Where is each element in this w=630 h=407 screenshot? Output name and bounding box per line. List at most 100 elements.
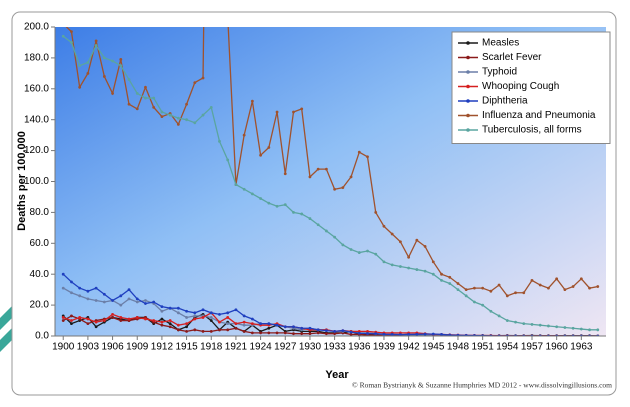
point xyxy=(144,317,147,321)
point xyxy=(119,294,123,298)
credit: © Roman Bystrianyk & Suzanne Humphries M… xyxy=(352,381,612,390)
point xyxy=(390,263,394,267)
point xyxy=(127,297,131,301)
point xyxy=(456,333,460,336)
point xyxy=(119,319,123,322)
point xyxy=(324,332,328,336)
point xyxy=(423,269,427,273)
y-axis-title: Deaths per 100,000 xyxy=(16,131,28,231)
y-tick-label: 20.0 xyxy=(30,300,50,311)
point xyxy=(226,328,230,332)
point xyxy=(160,309,164,313)
point xyxy=(588,328,591,332)
x-tick-label: 1954 xyxy=(496,342,519,353)
x-tick-label: 1924 xyxy=(249,342,272,353)
point xyxy=(209,316,213,319)
point xyxy=(226,316,230,319)
point xyxy=(193,311,197,315)
point xyxy=(349,175,353,179)
point xyxy=(111,312,114,316)
point xyxy=(259,153,262,157)
point xyxy=(366,332,369,335)
point xyxy=(489,309,493,313)
point xyxy=(102,75,106,78)
legend-marker xyxy=(466,99,470,103)
point xyxy=(209,329,213,333)
point xyxy=(349,330,353,334)
point xyxy=(538,283,542,287)
point xyxy=(234,308,238,312)
y-tick-label: 160.0 xyxy=(24,83,49,94)
point xyxy=(349,333,353,336)
point xyxy=(70,322,73,326)
point xyxy=(193,81,197,85)
point xyxy=(70,291,73,295)
point xyxy=(448,282,452,285)
point xyxy=(324,229,328,233)
point xyxy=(94,325,98,329)
x-tick-label: 1909 xyxy=(126,342,149,353)
point xyxy=(357,331,361,335)
point xyxy=(70,41,73,44)
point xyxy=(267,331,271,335)
point xyxy=(316,328,320,332)
point xyxy=(374,332,378,336)
point xyxy=(135,107,139,111)
point xyxy=(547,324,550,328)
point xyxy=(209,105,213,109)
point xyxy=(86,317,90,321)
point xyxy=(366,155,369,159)
point xyxy=(250,99,254,103)
point xyxy=(571,285,575,288)
point xyxy=(333,235,337,239)
point xyxy=(464,333,468,336)
point xyxy=(448,275,452,279)
legend-label: Scarlet Fever xyxy=(482,52,542,63)
legend-box xyxy=(451,31,611,144)
point xyxy=(78,294,82,298)
point xyxy=(242,320,246,324)
point xyxy=(209,319,213,322)
x-tick-label: 1903 xyxy=(77,342,100,353)
legend-marker xyxy=(466,55,470,60)
point xyxy=(275,323,279,327)
point xyxy=(333,329,337,333)
point xyxy=(119,303,123,307)
point xyxy=(226,311,230,315)
point xyxy=(366,329,369,333)
point xyxy=(407,333,411,336)
point xyxy=(259,197,262,200)
point xyxy=(242,323,246,327)
point xyxy=(250,192,254,196)
point xyxy=(234,326,238,330)
point xyxy=(596,328,600,332)
x-tick-label: 1918 xyxy=(200,342,223,353)
y-tick-label: 80.0 xyxy=(30,207,50,218)
point xyxy=(423,332,427,336)
point xyxy=(218,139,221,143)
point xyxy=(292,211,295,214)
point xyxy=(193,314,197,318)
point xyxy=(292,110,295,114)
point xyxy=(547,286,550,290)
y-tick-label: 140.0 xyxy=(24,114,49,125)
point xyxy=(415,268,419,271)
point xyxy=(440,333,443,336)
point xyxy=(152,300,156,304)
point xyxy=(349,248,353,251)
point xyxy=(390,232,394,236)
point xyxy=(185,316,188,319)
point xyxy=(61,319,65,322)
point xyxy=(300,107,304,111)
point xyxy=(226,322,230,326)
point xyxy=(94,39,98,43)
point xyxy=(579,327,583,331)
point xyxy=(250,322,254,326)
point xyxy=(78,85,82,89)
point xyxy=(102,319,106,322)
point xyxy=(111,92,114,95)
point xyxy=(176,311,180,315)
point xyxy=(250,331,254,335)
point xyxy=(160,110,164,114)
